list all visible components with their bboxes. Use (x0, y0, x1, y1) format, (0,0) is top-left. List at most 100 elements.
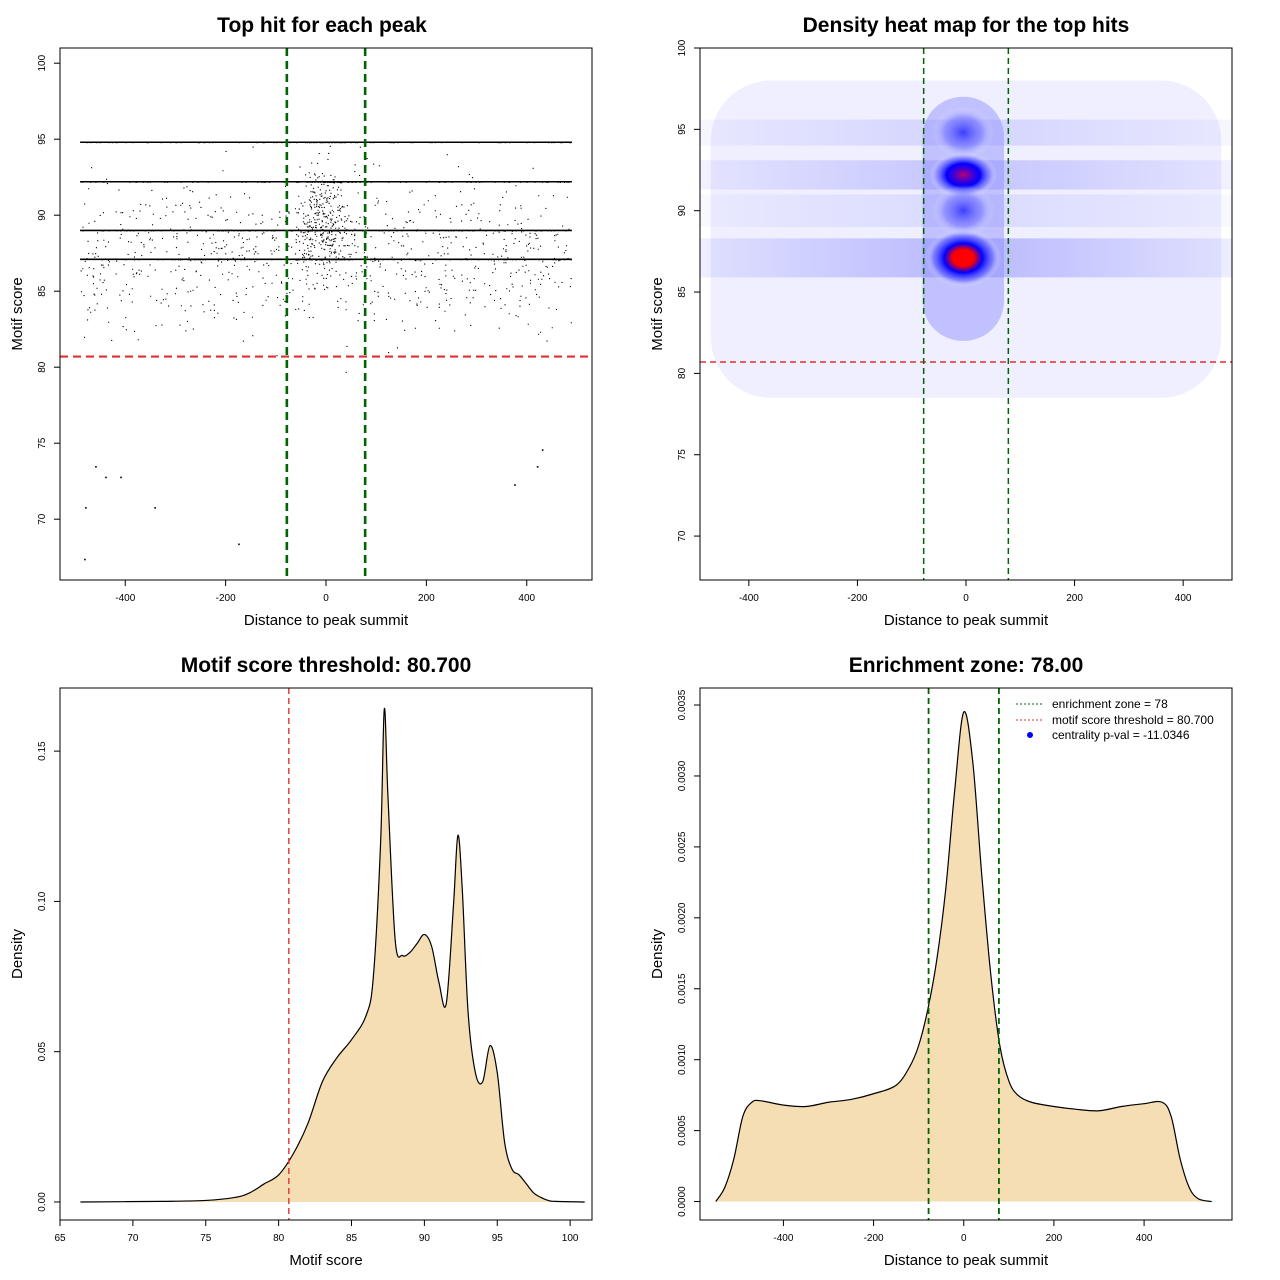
y-tick-label: 75 (677, 449, 688, 461)
density-area-fill (715, 711, 1212, 1202)
y-axis-label: Density (9, 928, 26, 979)
heatmap-field (700, 80, 1232, 398)
x-axis: -400 -200 0 200 400 (739, 579, 1192, 604)
y-tick-label: 0.0025 (677, 831, 688, 862)
y-axis-label: Motif score (9, 277, 26, 350)
y-tick-label: 80 (677, 367, 688, 379)
x-axis-label: Distance to peak summit (884, 1252, 1049, 1269)
x-tick-label: 200 (418, 593, 435, 604)
x-tick-label: 85 (346, 1233, 358, 1244)
x-tick-label: 90 (419, 1233, 431, 1244)
y-tick-label: 0.0015 (677, 973, 688, 1004)
x-tick-label: 0 (323, 593, 329, 604)
x-axis: -400 -200 0 200 400 (115, 579, 536, 604)
y-axis-label: Density (649, 928, 666, 979)
density-area-fill (80, 708, 585, 1202)
plot-frame (59, 47, 593, 581)
panel-top-hit-scatter: Top hit for each peak -400 -200 0 200 400 70… (9, 14, 593, 629)
y-tick-label: 0.0030 (677, 760, 688, 791)
x-tick-label: -400 (773, 1233, 793, 1244)
x-tick-label: 75 (200, 1233, 212, 1244)
y-axis: 70 75 80 85 90 95 100 (677, 39, 701, 542)
x-tick-label: 400 (1175, 593, 1192, 604)
x-tick-label: 0 (963, 593, 969, 604)
y-tick-label: 90 (677, 205, 688, 217)
density-line (80, 707, 585, 1203)
y-tick-label: 0.0005 (677, 1115, 688, 1146)
y-axis: 70 75 80 85 90 95 100 (37, 54, 61, 525)
scatter-point (84, 558, 86, 561)
x-tick-label: 200 (1066, 593, 1083, 604)
legend-swatch-centrality (1027, 732, 1033, 738)
y-tick-label: 0.05 (37, 1042, 48, 1062)
y-tick-label: 85 (37, 285, 48, 297)
x-tick-label: -200 (847, 593, 867, 604)
scatter-point (120, 476, 122, 479)
x-tick-label: -200 (864, 1233, 884, 1244)
chart-title: Enrichment zone: 78.00 (849, 654, 1084, 677)
y-axis: 0.00 0.05 0.10 0.15 (37, 741, 61, 1212)
y-tick-label: 80 (37, 361, 48, 373)
scatter-point (541, 449, 544, 451)
legend-label-threshold: motif score threshold = 80.700 (1052, 713, 1214, 727)
y-tick-label: 70 (37, 513, 48, 525)
scatter-points (80, 141, 572, 561)
legend-label-enrichment-zone: enrichment zone = 78 (1052, 697, 1168, 711)
x-axis: -400 -200 0 200 400 (773, 1219, 1153, 1244)
y-tick-label: 100 (677, 39, 688, 56)
chart-title: Top hit for each peak (217, 14, 427, 37)
y-tick-label: 0.0020 (677, 902, 688, 933)
y-axis: 0.0000 0.0005 0.0010 0.0015 0.0020 0.0025 0.00… (677, 689, 701, 1217)
y-tick-label: 85 (677, 286, 688, 298)
legend: enrichment zone = 78 motif score thresho… (1016, 697, 1214, 742)
x-tick-label: 200 (1046, 1233, 1063, 1244)
heat-hotspot (931, 184, 995, 237)
y-tick-label: 0.0035 (677, 689, 688, 720)
y-tick-label: 0.15 (37, 741, 48, 761)
y-axis-label: Motif score (649, 277, 666, 350)
x-tick-label: -200 (216, 593, 236, 604)
scatter-point (95, 466, 97, 468)
x-tick-label: 95 (492, 1233, 504, 1244)
panel-enrichment-zone-density: Enrichment zone: 78.00 -400 -200 0 200 400 0… (649, 654, 1233, 1269)
scatter-point (154, 507, 156, 509)
scatter-point (105, 476, 107, 479)
y-tick-label: 0.0010 (677, 1044, 688, 1075)
x-tick-label: 0 (961, 1233, 967, 1244)
y-tick-label: 0.10 (37, 891, 48, 911)
x-axis-label: Motif score (289, 1252, 362, 1269)
heat-hotspot (925, 228, 1002, 288)
scatter-point-cloud (80, 142, 572, 373)
x-axis: 65 70 75 80 85 90 95 100 (54, 1219, 579, 1244)
scatter-point (85, 507, 87, 509)
heat-hotspot (929, 152, 997, 198)
x-tick-label: 400 (518, 593, 535, 604)
chart-title: Motif score threshold: 80.700 (181, 654, 472, 677)
y-tick-label: 95 (37, 133, 48, 145)
chart-title: Density heat map for the top hits (803, 14, 1130, 37)
y-tick-label: 75 (37, 437, 48, 449)
x-axis-label: Distance to peak summit (244, 612, 409, 629)
x-tick-label: -400 (115, 593, 135, 604)
scatter-point (238, 543, 240, 546)
x-tick-label: 400 (1136, 1233, 1153, 1244)
panel-motif-score-density: Motif score threshold: 80.700 65 70 75 80 85… (9, 654, 593, 1269)
y-tick-label: 70 (677, 530, 688, 542)
panel-density-heatmap: Density heat map for the top hits -400 -2… (649, 14, 1233, 629)
scatter-point (536, 466, 539, 468)
y-tick-label: 90 (37, 209, 48, 221)
y-tick-label: 100 (37, 54, 48, 71)
x-tick-label: 70 (127, 1233, 139, 1244)
heat-hotspot (931, 106, 995, 159)
y-tick-label: 0.0000 (677, 1186, 688, 1217)
x-tick-label: 100 (562, 1233, 579, 1244)
scatter-point (514, 484, 516, 486)
y-tick-label: 0.00 (37, 1192, 48, 1212)
legend-label-centrality: centrality p-val = -11.0346 (1052, 728, 1190, 742)
y-tick-label: 95 (677, 123, 688, 135)
density-curve (80, 707, 585, 1203)
x-tick-label: 80 (273, 1233, 285, 1244)
x-axis-label: Distance to peak summit (884, 612, 1049, 629)
x-tick-label: -400 (739, 593, 759, 604)
